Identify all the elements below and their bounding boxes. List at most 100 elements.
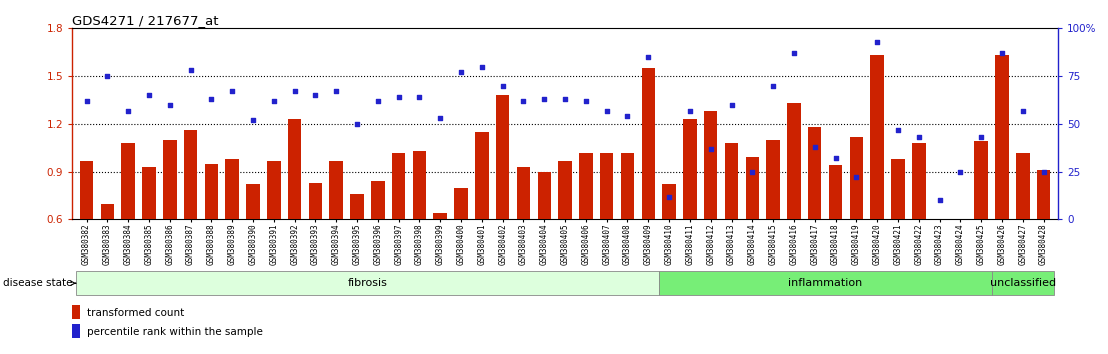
Bar: [225, 159, 239, 219]
Point: [307, 92, 325, 98]
Point: [140, 92, 157, 98]
Point: [514, 98, 532, 104]
Point: [286, 88, 304, 94]
Bar: [850, 137, 863, 219]
Text: disease state: disease state: [3, 278, 75, 288]
FancyBboxPatch shape: [992, 271, 1054, 295]
Point: [931, 198, 948, 203]
Point: [743, 169, 761, 175]
Point: [452, 69, 470, 75]
Point: [1014, 108, 1032, 113]
Point: [494, 83, 512, 88]
Point: [203, 96, 220, 102]
Point: [390, 94, 408, 100]
Bar: [995, 56, 1008, 219]
Text: transformed count: transformed count: [86, 308, 184, 318]
Bar: [329, 161, 343, 219]
Bar: [579, 153, 593, 219]
Bar: [829, 165, 842, 219]
Bar: [558, 161, 572, 219]
Point: [577, 98, 595, 104]
Point: [701, 146, 719, 152]
Bar: [684, 119, 697, 219]
Text: GDS4271 / 217677_at: GDS4271 / 217677_at: [72, 14, 218, 27]
Text: percentile rank within the sample: percentile rank within the sample: [86, 327, 263, 337]
Bar: [620, 153, 634, 219]
Bar: [516, 167, 531, 219]
Point: [952, 169, 970, 175]
Bar: [184, 130, 197, 219]
Point: [182, 68, 199, 73]
Bar: [412, 151, 427, 219]
Point: [681, 108, 699, 113]
Point: [973, 135, 991, 140]
Point: [348, 121, 366, 127]
Bar: [725, 143, 738, 219]
Bar: [912, 143, 925, 219]
Bar: [767, 140, 780, 219]
Point: [369, 98, 387, 104]
Point: [556, 96, 574, 102]
Bar: [309, 183, 322, 219]
Point: [244, 117, 261, 123]
Point: [993, 50, 1010, 56]
Bar: [142, 167, 156, 219]
Bar: [808, 127, 821, 219]
Point: [1035, 169, 1053, 175]
Bar: [1037, 170, 1050, 219]
Point: [411, 94, 429, 100]
Bar: [163, 140, 176, 219]
Bar: [392, 153, 406, 219]
Point: [869, 39, 886, 45]
Point: [598, 108, 616, 113]
Point: [786, 50, 803, 56]
Bar: [267, 161, 280, 219]
Point: [224, 88, 242, 94]
Text: inflammation: inflammation: [788, 278, 862, 288]
Point: [618, 113, 636, 119]
Bar: [537, 172, 551, 219]
Bar: [891, 159, 905, 219]
Bar: [599, 153, 614, 219]
Bar: [746, 157, 759, 219]
Point: [722, 102, 740, 108]
Bar: [246, 184, 259, 219]
Bar: [871, 56, 884, 219]
Bar: [205, 164, 218, 219]
Bar: [642, 68, 655, 219]
Bar: [80, 161, 93, 219]
Bar: [288, 119, 301, 219]
FancyBboxPatch shape: [76, 271, 658, 295]
Bar: [122, 143, 135, 219]
Bar: [72, 305, 80, 319]
Text: fibrosis: fibrosis: [348, 278, 388, 288]
Point: [910, 135, 927, 140]
Bar: [433, 213, 447, 219]
Bar: [787, 103, 801, 219]
Bar: [72, 325, 80, 338]
Bar: [101, 204, 114, 219]
Point: [639, 54, 657, 60]
Point: [827, 155, 844, 161]
Point: [265, 98, 283, 104]
Point: [889, 127, 906, 132]
Bar: [371, 181, 384, 219]
Point: [765, 83, 782, 88]
Point: [660, 194, 678, 199]
Point: [120, 108, 137, 113]
Bar: [663, 184, 676, 219]
Point: [848, 175, 865, 180]
Bar: [454, 188, 468, 219]
Bar: [496, 95, 510, 219]
Point: [78, 98, 95, 104]
Point: [473, 64, 491, 69]
Bar: [974, 141, 988, 219]
Point: [99, 73, 116, 79]
Point: [327, 88, 345, 94]
Bar: [350, 194, 363, 219]
Bar: [1016, 153, 1029, 219]
Bar: [954, 219, 967, 258]
FancyBboxPatch shape: [658, 271, 992, 295]
Bar: [704, 111, 718, 219]
Point: [535, 96, 553, 102]
